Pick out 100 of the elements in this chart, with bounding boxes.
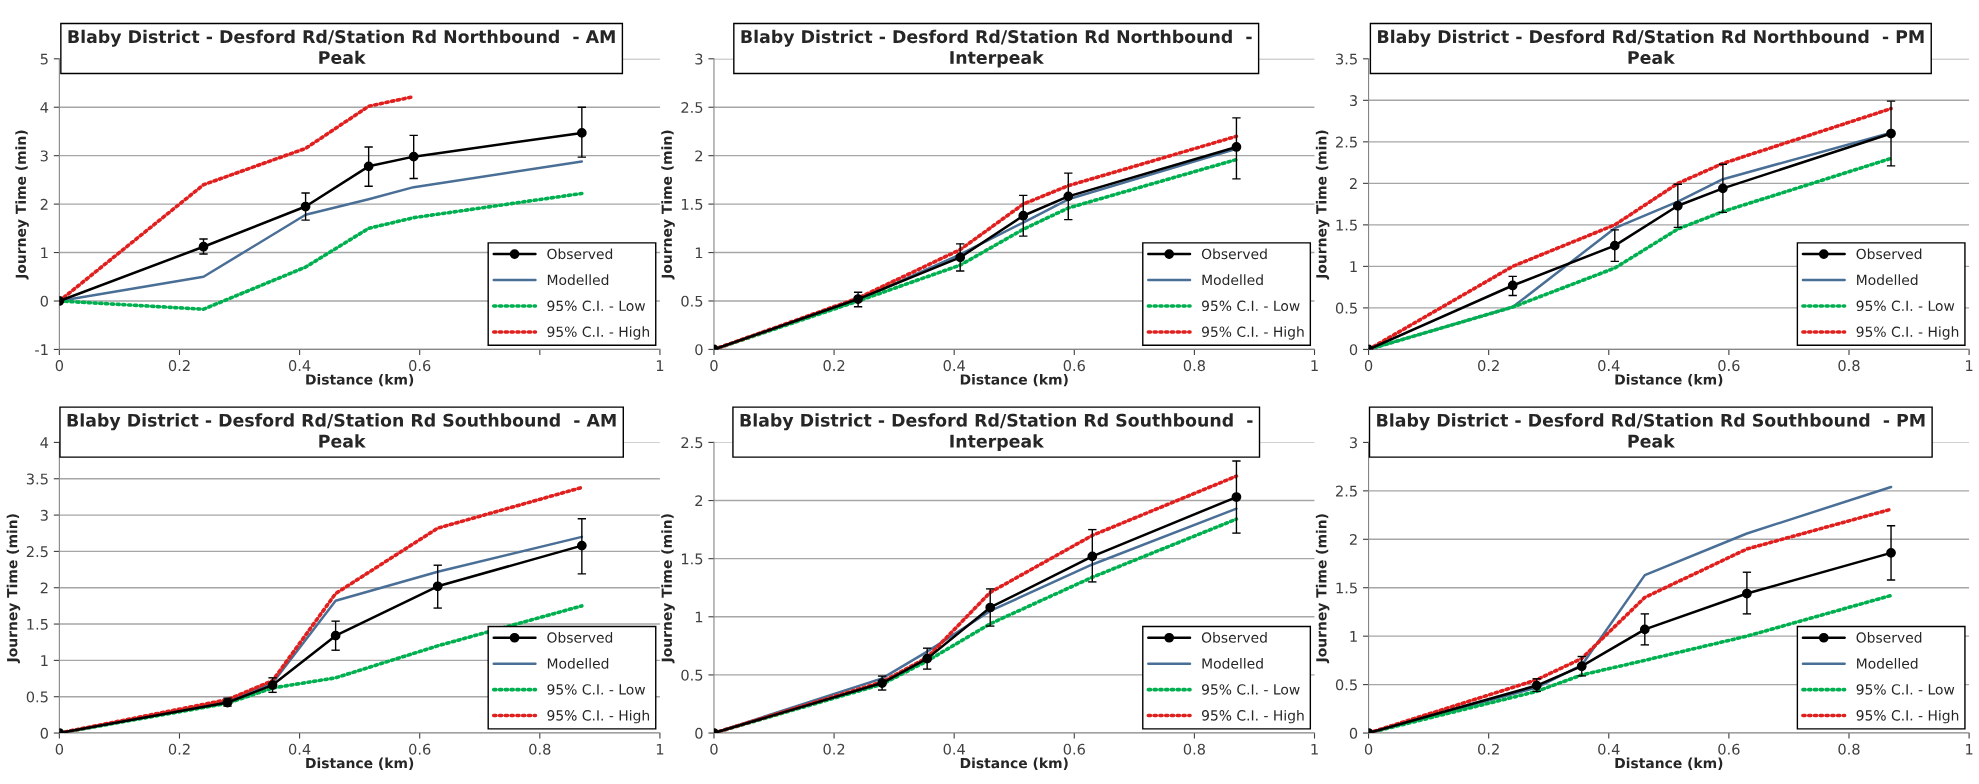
y-tick-label: 1	[1350, 631, 1357, 642]
legend-label: 95% C.I. - Low	[1856, 300, 1955, 312]
x-tick-label: 1	[1966, 360, 1973, 371]
legend-label: Observed	[547, 632, 613, 643]
y-tick-label: 4	[40, 437, 49, 448]
legend-label: Modelled	[1857, 657, 1918, 669]
legend-label: Modelled	[547, 657, 609, 669]
y-tick-label: 5	[40, 53, 48, 65]
legend-label: Observed	[1856, 632, 1922, 643]
y-tick-label: 0	[1349, 344, 1358, 356]
legend-label: Modelled	[1202, 657, 1263, 669]
x-axis-title: Distance (km)	[960, 373, 1068, 387]
y-tick-label: 1	[41, 247, 48, 259]
x-tick-label: 0.6	[1718, 743, 1740, 755]
y-tick-label: 0	[695, 727, 703, 739]
y-tick-label: 1	[41, 655, 48, 666]
y-tick-label: 0.5	[681, 669, 703, 681]
legend-label: Modelled	[1202, 274, 1263, 286]
y-tick-label: 1	[1350, 261, 1357, 272]
x-tick-label: 0.8	[1838, 360, 1860, 372]
x-tick-label: 0	[1364, 743, 1373, 755]
x-tick-label: 0.2	[168, 743, 190, 755]
x-tick-label: 0.4	[1598, 360, 1620, 372]
x-tick-label: 0.8	[1183, 360, 1205, 372]
y-tick-label: 1.5	[681, 553, 703, 565]
x-axis-title: Distance (km)	[960, 757, 1068, 770]
x-axis-title: Distance (km)	[1615, 757, 1723, 770]
x-tick-label: 1	[1311, 743, 1318, 755]
y-tick-label: 1.5	[1336, 582, 1357, 594]
chart-title: Blaby District - Desford Rd/Station Rd Southbound - Interpeak	[740, 413, 1253, 452]
y-tick-label: 2.5	[1336, 136, 1357, 148]
y-tick-label: 3	[1349, 95, 1357, 107]
x-tick-label: 0.4	[1598, 743, 1620, 755]
y-axis-title: Journey Time (min)	[1315, 514, 1330, 664]
y-tick-label: 1.5	[1336, 219, 1357, 231]
legend-label: 95% C.I. - High	[547, 709, 650, 724]
legend-label: Observed	[547, 248, 613, 260]
x-tick-label: 0	[710, 743, 718, 755]
x-tick-label: 0.4	[943, 360, 965, 372]
y-tick-label: 0	[40, 727, 48, 739]
y-tick-label: 2	[1349, 178, 1357, 189]
y-tick-label: 1	[695, 247, 703, 259]
y-tick-label: 3	[695, 53, 703, 65]
y-tick-label: 0.5	[26, 691, 48, 703]
x-tick-label: 0.4	[288, 743, 311, 755]
legend-label: 95% C.I. - High	[1201, 709, 1304, 724]
legend-label: 95% C.I. - High	[1856, 709, 1959, 724]
chart-title: Blaby District - Desford Rd/Station Rd Northbound - Interpeak	[741, 29, 1252, 68]
y-tick-label: 4	[40, 102, 49, 113]
y-tick-label: 2.5	[681, 437, 703, 449]
x-tick-label: 1	[656, 743, 664, 755]
legend-label: 95% C.I. - Low	[1856, 684, 1955, 695]
y-tick-label: 0	[1349, 727, 1358, 739]
x-tick-label: 0.6	[1718, 360, 1740, 372]
x-tick-label: 0.6	[1063, 743, 1085, 755]
y-tick-label: 3	[1349, 437, 1357, 449]
y-tick-label: -1	[35, 344, 48, 355]
y-tick-label: 3.5	[1336, 53, 1357, 65]
y-tick-label: 2.5	[26, 546, 48, 558]
legend-label: 95% C.I. - High	[547, 326, 650, 340]
legend-label: Observed	[1201, 632, 1267, 643]
y-tick-label: 2	[695, 150, 703, 162]
x-axis-title: Distance (km)	[306, 757, 414, 770]
x-tick-label: 0.6	[409, 360, 431, 372]
x-tick-label: 1	[1966, 743, 1973, 755]
legend-label: 95% C.I. - Low	[547, 300, 646, 312]
y-tick-label: 2	[1349, 534, 1357, 545]
y-tick-label: 2.5	[1336, 485, 1357, 497]
x-tick-label: 0.8	[1183, 743, 1205, 755]
legend-label: 95% C.I. - Low	[547, 684, 646, 695]
legend-label: Modelled	[1857, 274, 1918, 286]
y-tick-label: 1.5	[27, 618, 48, 630]
y-tick-label: 2	[40, 582, 48, 594]
chart-title: Blaby District - Desford Rd/Station Rd Southbound - AM Peak	[67, 413, 616, 448]
legend-label: Observed	[1201, 248, 1267, 260]
x-tick-label: 1	[1311, 360, 1318, 371]
y-tick-label: 1.5	[681, 199, 703, 210]
y-axis-title: Journey Time (min)	[1315, 130, 1330, 280]
x-tick-label: 0	[1364, 360, 1373, 372]
legend-label: Observed	[1856, 248, 1922, 260]
y-tick-label: 0.5	[681, 295, 703, 307]
legend-label: 95% C.I. - Low	[1201, 684, 1300, 695]
y-tick-label: 0	[40, 295, 48, 307]
chart-title: Blaby District - Desford Rd/Station Rd Northbound - PM Peak	[1378, 29, 1924, 65]
x-axis-title: Distance (km)	[306, 373, 414, 387]
y-tick-label: 0.5	[1335, 679, 1357, 691]
y-axis-title: Journey Time (min)	[6, 514, 21, 664]
y-axis-title: Journey Time (min)	[15, 130, 29, 280]
x-tick-label: 0.2	[1478, 360, 1499, 372]
x-tick-label: 0.2	[1478, 743, 1499, 755]
y-tick-label: 3	[40, 509, 48, 521]
y-tick-label: 2	[40, 198, 48, 210]
chart-title: Blaby District - Desford Rd/Station Rd Southbound - PM Peak	[1377, 413, 1925, 448]
legend-label: 95% C.I. - High	[1856, 326, 1959, 340]
y-axis-title: Journey Time (min)	[661, 130, 675, 280]
x-tick-label: 0.6	[1063, 360, 1085, 372]
x-tick-label: 0.4	[943, 743, 965, 755]
x-tick-label: 0	[710, 360, 718, 372]
x-tick-label: 0.2	[823, 360, 845, 372]
x-tick-label: 0	[55, 743, 64, 755]
